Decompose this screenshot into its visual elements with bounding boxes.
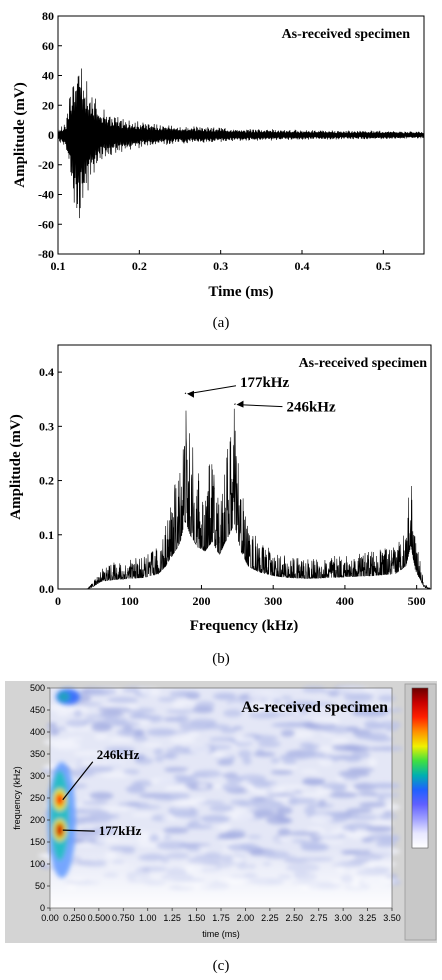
panel-a-y-tick-label: -40 (38, 188, 54, 202)
panel-a-x-ticks: 0.1 0.2 0.3 0.4 0.5 (51, 250, 391, 273)
spectrogram-hotspots (47, 688, 80, 878)
panel-b-spectrum (58, 408, 432, 590)
panel-b: 0.0 0.1 0.2 0.3 0.4 0 100 200 300 400 500 As-rece… (8, 344, 432, 667)
panel-c-x-tick-label: 0.750 (112, 913, 135, 923)
panel-b-y-tick-label: 0.4 (39, 365, 54, 379)
panel-a-y-tick-label: 20 (42, 98, 54, 112)
panel-c-x-tick-label: 3.25 (359, 913, 377, 923)
panel-b-peak-label: 246kHz (286, 400, 336, 416)
panel-c-y-tick-label: 50 (35, 881, 45, 891)
panel-b-peak-arrowhead (186, 390, 194, 398)
panel-c-peak-label: 177kHz (99, 823, 142, 838)
panel-a-y-tick-label: -60 (38, 217, 54, 231)
panel-c-peak-annotations: 246kHz 177kHz (62, 747, 142, 838)
panel-b-y-ticks: 0.0 0.1 0.2 0.3 0.4 (39, 365, 62, 596)
panel-c: 0 50 100 150 200 250 300 350 400 450 500 0.00 0.250… (5, 681, 437, 974)
colorbar (411, 687, 429, 849)
panel-c-x-tick-label: 2.25 (261, 913, 279, 923)
panel-c-y-tick-label: 250 (30, 793, 45, 803)
panel-a-y-tick-label: -80 (38, 247, 54, 261)
panel-b-x-tick-label: 100 (121, 594, 139, 608)
panel-c-x-tick-label: 3.00 (334, 913, 352, 923)
panel-b-peak-annotations: 177kHz 246kHz (184, 375, 336, 416)
panel-b-y-tick-label: 0.1 (39, 528, 54, 542)
panel-a-y-axis-label: Amplitude (mV) (12, 82, 28, 187)
panel-a-annotation: As-received specimen (282, 27, 411, 42)
panel-b-y-tick-label: 0.2 (39, 474, 54, 488)
panel-c-peak-arrow (62, 829, 95, 832)
panel-c-y-tick-label: 500 (30, 683, 45, 693)
panel-c-x-tick-label: 1.50 (188, 913, 206, 923)
panel-c-x-tick-label: 2.00 (237, 913, 255, 923)
panel-b-x-tick-label: 200 (192, 594, 210, 608)
panel-c-y-tick-label: 150 (30, 837, 45, 847)
panel-b-x-tick-label: 400 (336, 594, 354, 608)
panel-b-annotation: As-received specimen (299, 356, 428, 371)
panel-b-peak-point (234, 403, 236, 405)
panel-c-x-tick-label: 0.00 (41, 913, 59, 923)
panel-c-x-ticks: 0.00 0.250 0.500 0.750 1.00 1.25 1.50 1.75 2.00 2… (41, 908, 401, 923)
panel-c-x-tick-label: 1.00 (139, 913, 157, 923)
panel-a-x-tick-label: 0.2 (132, 259, 147, 273)
panel-c-spectrogram (37, 685, 404, 908)
panel-a-caption: (a) (213, 315, 230, 331)
panel-c-x-tick-label: 0.500 (88, 913, 111, 923)
panel-c-x-tick-label: 3.50 (383, 913, 401, 923)
panel-b-x-axis-label: Frequency (kHz) (190, 618, 298, 634)
panel-a-y-tick-label: -20 (38, 158, 54, 172)
panel-a-signal (57, 68, 425, 219)
panel-b-x-tick-label: 500 (408, 594, 426, 608)
panel-b-peak-arrow (187, 385, 237, 395)
panel-a-x-axis-label: Time (ms) (208, 284, 273, 300)
panel-c-caption: (c) (213, 958, 230, 974)
panel-b-x-tick-label: 0 (55, 594, 61, 608)
panel-a-y-ticks: -80 -60 -40 -20 0 20 40 60 80 (38, 9, 62, 261)
panel-c-y-tick-label: 0 (40, 903, 45, 913)
panel-a: -80 -60 -40 -20 0 20 40 60 80 0.1 0.2 0.3 0.4 0.5 As… (12, 9, 425, 331)
panel-a-y-tick-label: 40 (42, 69, 54, 83)
panel-b-y-tick-label: 0.3 (39, 419, 54, 433)
panel-b-spectrum-line (58, 408, 432, 590)
panel-c-x-tick-label: 0.250 (63, 913, 86, 923)
panel-a-y-tick-label: 0 (48, 128, 54, 142)
panel-b-plot-frame (57, 344, 432, 590)
panel-c-y-tick-label: 450 (30, 705, 45, 715)
panel-b-peak-arrowhead (236, 400, 244, 408)
panel-c-annotation: As-received specimen (241, 699, 388, 716)
panel-b-x-tick-label: 300 (264, 594, 282, 608)
panel-c-x-tick-label: 1.25 (163, 913, 181, 923)
panel-a-x-tick-label: 0.5 (376, 259, 391, 273)
panel-c-y-tick-label: 400 (30, 727, 45, 737)
panel-b-peak-arrow (237, 404, 283, 408)
panel-c-y-tick-label: 300 (30, 771, 45, 781)
panel-b-peak-point (184, 392, 187, 395)
panel-b-caption: (b) (212, 651, 230, 667)
panel-a-waveform-line (57, 68, 425, 219)
panel-b-y-axis-label: Amplitude (mV) (8, 414, 24, 519)
panel-c-y-tick-label: 100 (30, 859, 45, 869)
panel-c-peak-arrow (62, 761, 94, 801)
panel-c-peak-label: 246kHz (97, 747, 140, 762)
panel-a-x-tick-label: 0.3 (213, 259, 228, 273)
panel-c-y-ticks: 0 50 100 150 200 250 300 350 400 450 500 (30, 683, 50, 913)
panel-a-x-tick-label: 0.1 (51, 259, 66, 273)
panel-a-y-tick-label: 60 (42, 39, 54, 53)
panel-c-x-axis-label: time (ms) (202, 929, 240, 939)
panel-c-y-tick-label: 350 (30, 749, 45, 759)
panel-c-y-tick-label: 200 (30, 815, 45, 825)
panel-b-peak-label: 177kHz (240, 375, 290, 391)
spectrogram-low-freq-fade (50, 848, 392, 908)
panel-b-x-ticks: 0 100 200 300 400 500 (55, 585, 426, 608)
panel-c-x-tick-label: 1.75 (212, 913, 230, 923)
panel-c-x-tick-label: 2.50 (286, 913, 304, 923)
panel-a-y-tick-label: 80 (42, 9, 54, 23)
panel-c-y-axis-label: frequency (kHz) (12, 766, 22, 830)
panel-a-x-tick-label: 0.4 (295, 259, 310, 273)
panel-b-y-tick-label: 0.0 (39, 582, 54, 596)
panel-c-x-tick-label: 2.75 (310, 913, 328, 923)
